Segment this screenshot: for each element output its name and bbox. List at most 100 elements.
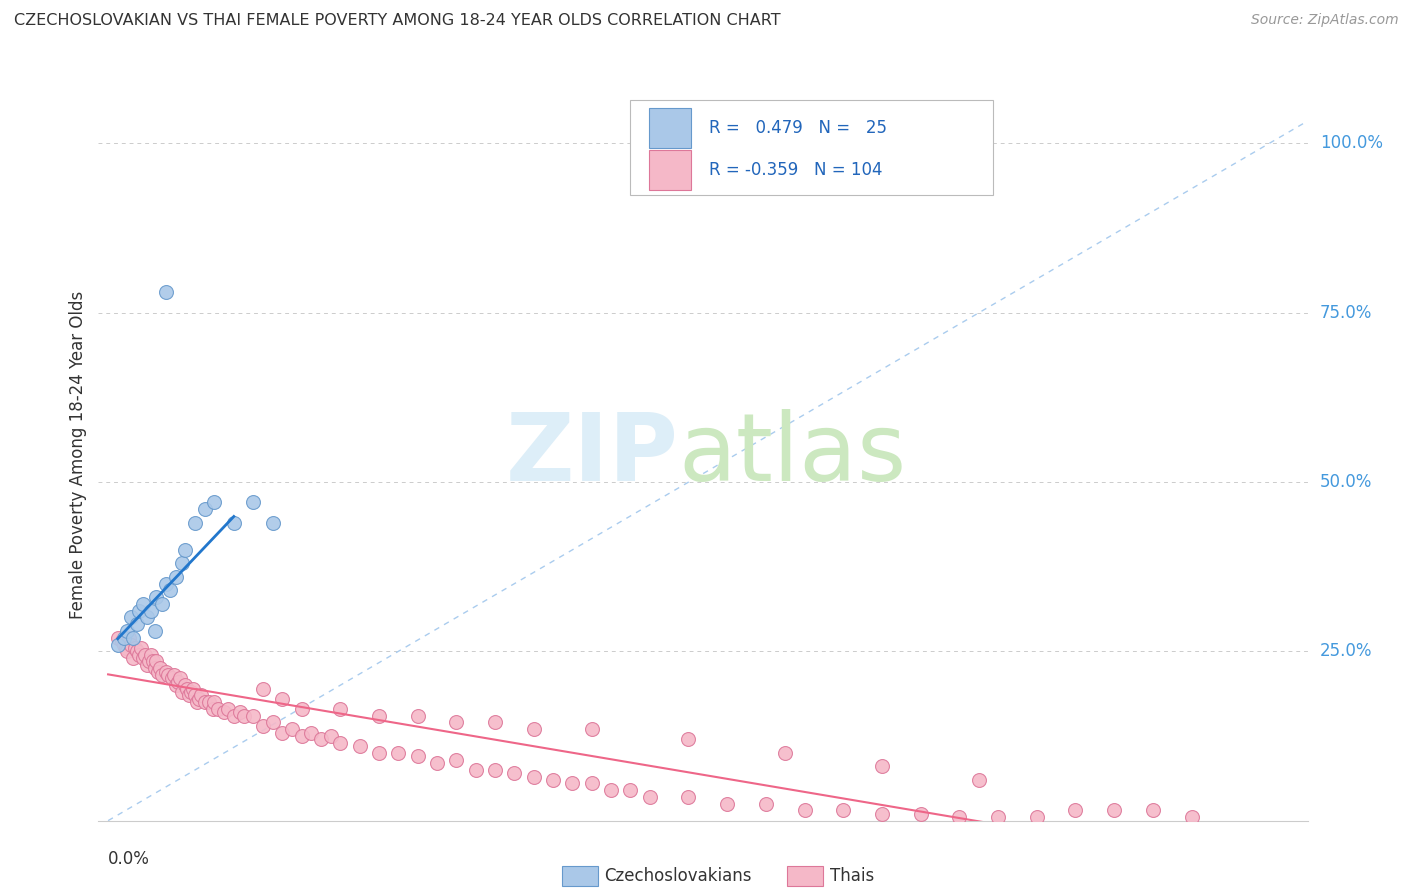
- Text: 50.0%: 50.0%: [1320, 473, 1372, 491]
- Point: [1142, 804, 1164, 818]
- Point: [114, 640, 136, 655]
- Point: [150, 668, 173, 682]
- Point: [122, 651, 145, 665]
- Point: [117, 624, 139, 638]
- Point: [166, 674, 188, 689]
- Point: [120, 638, 142, 652]
- Point: [329, 702, 352, 716]
- Point: [242, 495, 264, 509]
- Point: [832, 804, 855, 818]
- Point: [228, 706, 250, 720]
- Point: [262, 516, 284, 530]
- Point: [132, 651, 155, 665]
- Point: [132, 597, 155, 611]
- Point: [252, 681, 274, 696]
- Point: [149, 661, 172, 675]
- Point: [222, 516, 245, 530]
- Point: [464, 763, 486, 777]
- Point: [222, 708, 245, 723]
- Point: [773, 746, 796, 760]
- Point: [290, 729, 312, 743]
- Point: [299, 725, 322, 739]
- Point: [150, 597, 173, 611]
- Point: [271, 691, 294, 706]
- Point: [678, 789, 700, 804]
- Point: [184, 516, 207, 530]
- Point: [143, 661, 166, 675]
- Point: [179, 689, 201, 703]
- Text: R = -0.359   N = 104: R = -0.359 N = 104: [709, 161, 883, 178]
- Point: [155, 665, 177, 679]
- Point: [117, 644, 139, 658]
- Point: [142, 655, 165, 669]
- Point: [174, 678, 197, 692]
- Point: [165, 570, 187, 584]
- Point: [349, 739, 371, 753]
- Text: CZECHOSLOVAKIAN VS THAI FEMALE POVERTY AMONG 18-24 YEAR OLDS CORRELATION CHART: CZECHOSLOVAKIAN VS THAI FEMALE POVERTY A…: [14, 13, 780, 29]
- Point: [107, 631, 129, 645]
- Point: [186, 695, 208, 709]
- Text: 25.0%: 25.0%: [1320, 642, 1372, 660]
- Point: [155, 576, 177, 591]
- Point: [159, 583, 181, 598]
- Point: [163, 668, 186, 682]
- Point: [368, 708, 391, 723]
- Point: [755, 797, 778, 811]
- Point: [217, 702, 239, 716]
- Point: [197, 695, 219, 709]
- Point: [446, 753, 468, 767]
- Point: [329, 736, 352, 750]
- Point: [127, 644, 149, 658]
- Point: [180, 685, 202, 699]
- FancyBboxPatch shape: [648, 150, 690, 190]
- Point: [194, 695, 217, 709]
- Point: [232, 708, 254, 723]
- Point: [124, 640, 146, 655]
- Text: 75.0%: 75.0%: [1320, 303, 1372, 322]
- Point: [120, 610, 142, 624]
- Point: [948, 810, 970, 824]
- Point: [910, 806, 932, 821]
- FancyBboxPatch shape: [630, 100, 993, 195]
- Point: [242, 708, 264, 723]
- Point: [111, 634, 134, 648]
- Point: [135, 657, 157, 672]
- Point: [201, 702, 224, 716]
- Point: [678, 732, 700, 747]
- Point: [207, 702, 229, 716]
- Point: [870, 806, 893, 821]
- Point: [561, 776, 583, 790]
- Point: [129, 640, 152, 655]
- Point: [143, 624, 166, 638]
- Text: 100.0%: 100.0%: [1320, 135, 1382, 153]
- Y-axis label: Female Poverty Among 18-24 Year Olds: Female Poverty Among 18-24 Year Olds: [69, 291, 87, 619]
- Point: [139, 604, 162, 618]
- Point: [169, 672, 191, 686]
- Point: [309, 732, 332, 747]
- Point: [716, 797, 738, 811]
- Point: [252, 719, 274, 733]
- Point: [135, 610, 157, 624]
- Point: [165, 678, 187, 692]
- Point: [190, 689, 212, 703]
- Point: [262, 715, 284, 730]
- Point: [145, 590, 167, 604]
- Point: [406, 749, 429, 764]
- Point: [170, 685, 193, 699]
- Point: [523, 770, 546, 784]
- Point: [122, 631, 145, 645]
- Point: [426, 756, 449, 770]
- Point: [184, 689, 207, 703]
- Point: [181, 681, 204, 696]
- Point: [987, 810, 1010, 824]
- Point: [112, 638, 135, 652]
- Point: [170, 556, 193, 570]
- Point: [368, 746, 391, 760]
- Point: [406, 708, 429, 723]
- Point: [112, 631, 135, 645]
- Point: [1102, 804, 1125, 818]
- Text: atlas: atlas: [679, 409, 907, 501]
- Point: [134, 648, 156, 662]
- Point: [157, 668, 180, 682]
- Point: [387, 746, 409, 760]
